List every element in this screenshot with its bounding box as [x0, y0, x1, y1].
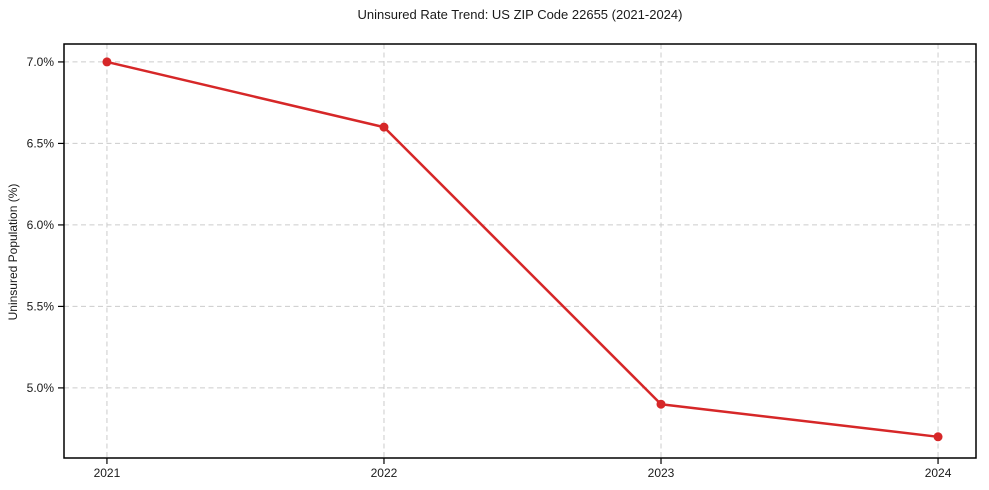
x-tick-label: 2023 [648, 466, 675, 480]
y-tick-label: 6.0% [27, 218, 55, 232]
data-point [379, 122, 389, 132]
x-tick-label: 2022 [371, 466, 398, 480]
data-point [656, 399, 666, 409]
y-tick-label: 7.0% [27, 55, 55, 69]
data-point [102, 57, 112, 67]
chart-title: Uninsured Rate Trend: US ZIP Code 22655 … [357, 7, 683, 22]
plot-frame [63, 43, 977, 459]
data-point [933, 432, 943, 442]
x-tick-label: 2021 [94, 466, 121, 480]
x-tick-label: 2024 [925, 466, 952, 480]
y-tick-label: 5.0% [27, 381, 55, 395]
y-tick-label: 5.5% [27, 299, 55, 313]
trend-line [105, 60, 940, 439]
y-tick-label: 6.5% [27, 136, 55, 150]
